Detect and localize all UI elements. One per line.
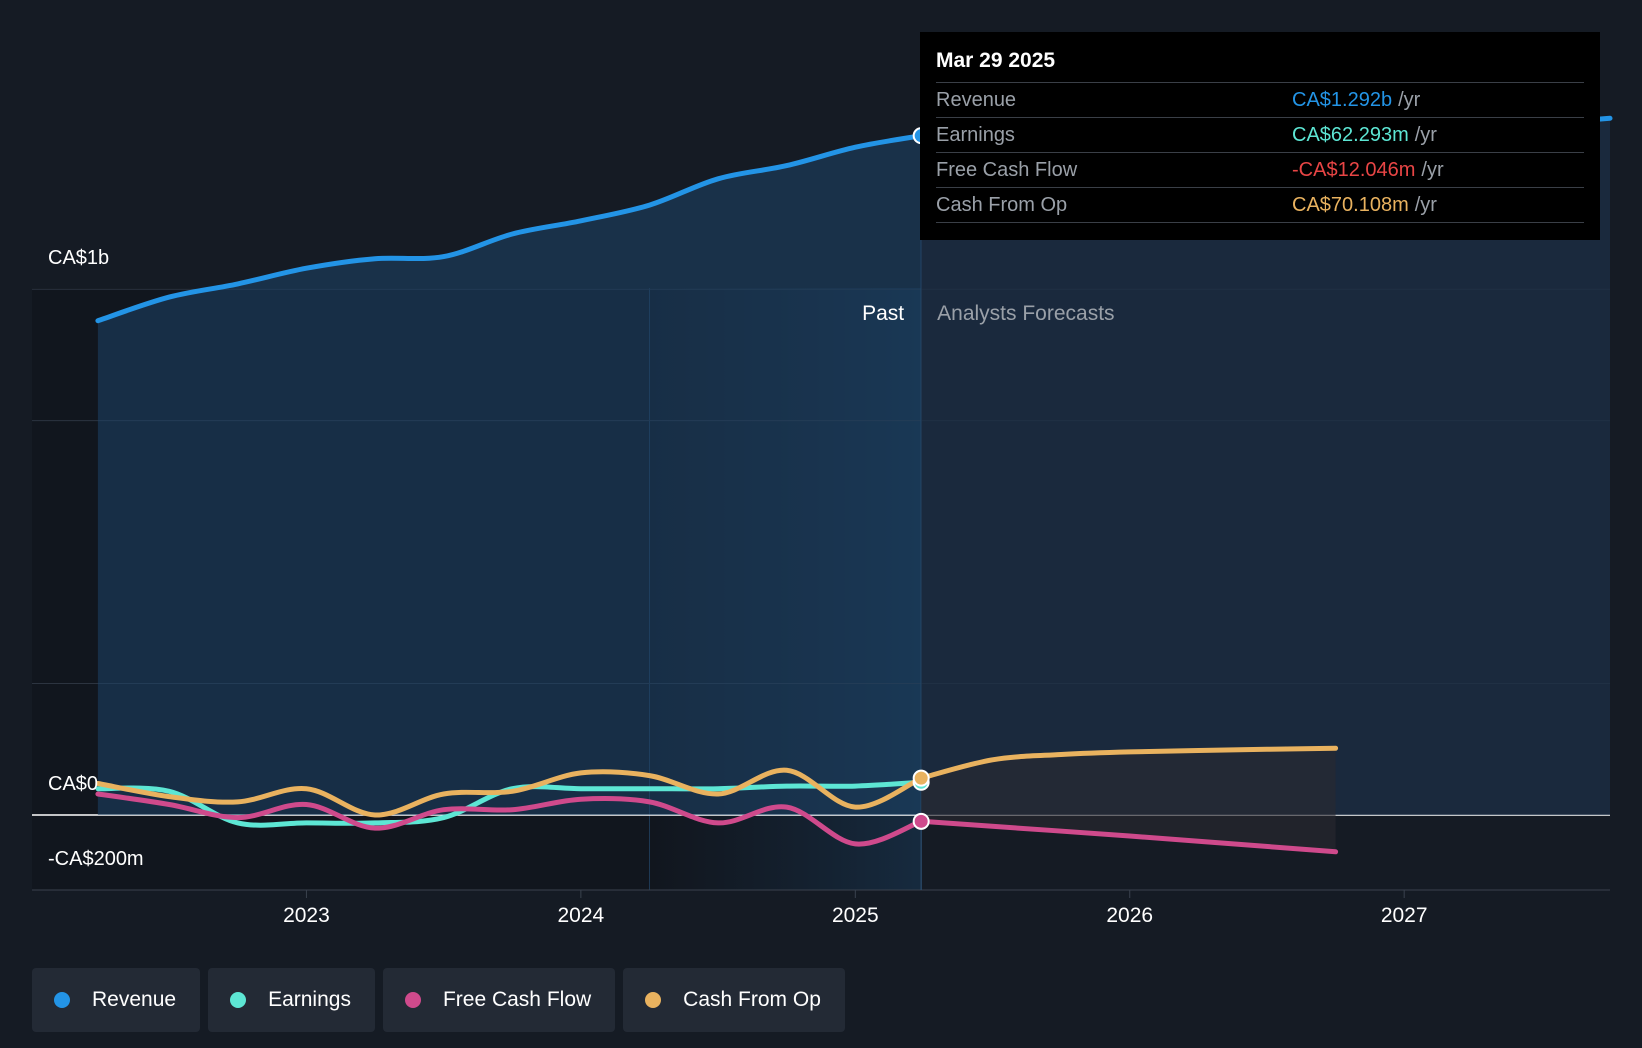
tooltip-label: Free Cash Flow: [936, 159, 1078, 181]
x-tick-label: 2027: [1381, 904, 1428, 927]
chart-legend: Revenue Earnings Free Cash Flow Cash Fro…: [32, 968, 845, 1032]
tooltip-row-earnings: Earnings CA$62.293m /yr: [936, 118, 1584, 153]
revenue-area-past: [97, 135, 922, 815]
x-tick-label: 2026: [1106, 904, 1153, 927]
tooltip-value: -CA$12.046m: [1292, 159, 1416, 181]
free-cash-flow-line-past: [95, 791, 924, 847]
legend-label: Free Cash Flow: [442, 988, 592, 1011]
legend-dot-icon: [230, 992, 247, 1008]
y-axis-label: CA$1b: [48, 247, 109, 269]
forecast-label: Analysts Forecasts: [937, 302, 1114, 325]
tooltip-row-free-cash-flow: Free Cash Flow -CA$12.046m /yr: [936, 153, 1584, 188]
past-label: Past: [862, 302, 904, 325]
tooltip-unit: /yr: [1414, 124, 1437, 146]
legend-label: Earnings: [268, 988, 351, 1011]
legend-item-revenue[interactable]: Revenue: [32, 968, 201, 1032]
tooltip-unit: /yr: [1421, 159, 1444, 181]
legend-item-free-cash-flow[interactable]: Free Cash Flow: [382, 968, 616, 1032]
tooltip-value: CA$1.292b: [1292, 89, 1393, 111]
cash-from-op-line-forecast: [918, 745, 1339, 781]
tooltip-value: CA$62.293m: [1292, 124, 1409, 146]
tooltip-row-revenue: Revenue CA$1.292b /yr: [936, 83, 1584, 118]
legend-dot-icon: [404, 992, 421, 1008]
free-cash-flow-point-marker: [912, 812, 930, 830]
x-tick-label: 2023: [283, 904, 330, 927]
x-tick-label: 2025: [832, 904, 879, 927]
y-axis-label: -CA$200m: [48, 848, 144, 870]
legend-item-cash-from-op[interactable]: Cash From Op: [623, 968, 845, 1032]
legend-dot-icon: [54, 992, 70, 1008]
tooltip-date: Mar 29 2025: [936, 46, 1584, 83]
legend-label: Revenue: [92, 988, 177, 1011]
forecast-cash-band: [921, 748, 1336, 852]
cash-from-op-line-past: [95, 767, 924, 818]
revenue-area-forecast: [921, 118, 1610, 816]
legend-item-earnings[interactable]: Earnings: [208, 968, 375, 1032]
tooltip-value: CA$70.108m: [1292, 194, 1409, 216]
legend-dot-icon: [645, 992, 662, 1008]
legend-label: Cash From Op: [683, 988, 821, 1011]
tooltip-label: Earnings: [936, 124, 1015, 146]
free-cash-flow-line-forecast: [918, 818, 1339, 855]
y-axis-label: CA$0: [48, 773, 98, 795]
earnings-line-past: [95, 779, 924, 828]
tooltip-label: Cash From Op: [936, 194, 1068, 216]
hover-tooltip: Mar 29 2025 Revenue CA$1.292b /yr Earnin…: [920, 32, 1600, 240]
cash-from-op-point-marker: [912, 769, 930, 787]
x-tick-label: 2024: [558, 904, 605, 927]
revenue-line-past: [95, 133, 924, 324]
tooltip-unit: /yr: [1414, 194, 1437, 216]
tooltip-label: Revenue: [936, 89, 1017, 111]
tooltip-unit: /yr: [1398, 89, 1421, 111]
tooltip-row-cash-from-op: Cash From Op CA$70.108m /yr: [936, 188, 1584, 223]
